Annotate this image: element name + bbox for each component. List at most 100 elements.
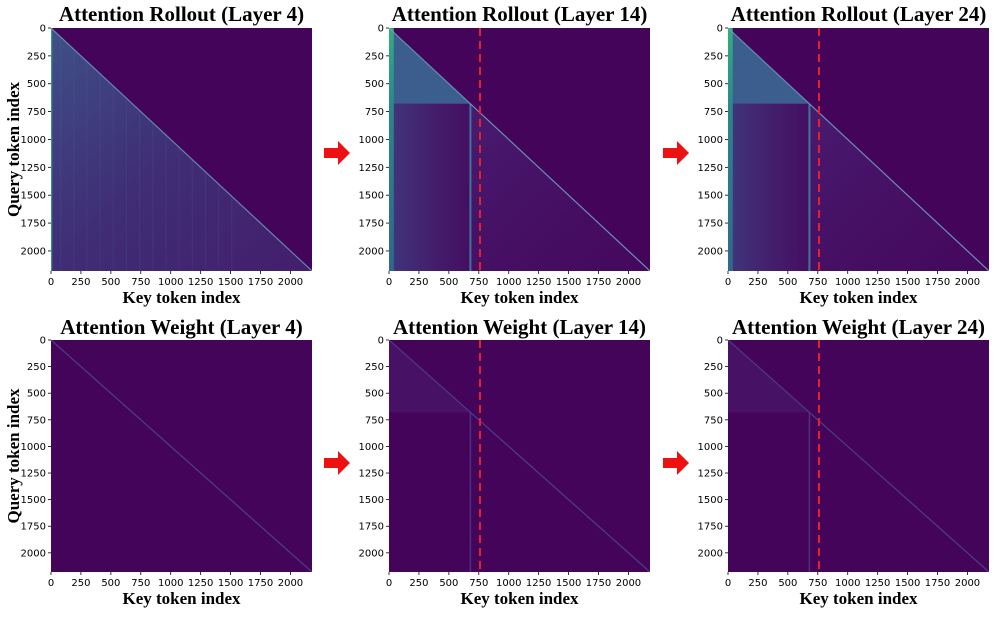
y-tick-label: 1000 xyxy=(21,442,46,453)
x-tick-label: 1000 xyxy=(835,277,860,288)
arrow-row2-a xyxy=(324,451,350,475)
y-tick-label: 500 xyxy=(365,389,384,400)
panel-1: Attention Rollout (Layer 4) 0 250 500 750 100… xyxy=(4,2,312,307)
sink-columns xyxy=(728,28,733,271)
y-tick-label: 1500 xyxy=(21,191,46,202)
panel-3: Attention Rollout (Layer 24) 0 250 500 750 10… xyxy=(698,2,989,307)
panel-5: Attention Weight (Layer 14) 0 250 500 750 100… xyxy=(359,315,650,608)
heatmap-cells xyxy=(728,340,989,572)
y-tick-label: 1750 xyxy=(21,219,46,230)
panel-title: Attention Weight (Layer 4) xyxy=(60,315,302,339)
y-tick-label: 1500 xyxy=(359,191,384,202)
x-tick-label: 2000 xyxy=(278,277,303,288)
x-tick-label: 1000 xyxy=(496,277,521,288)
x-tick-label: 0 xyxy=(386,277,392,288)
y-tick-label: 1000 xyxy=(359,442,384,453)
y-tick-label: 250 xyxy=(365,51,384,62)
y-tick-label: 500 xyxy=(27,79,46,90)
y-tick-label: 1750 xyxy=(359,522,384,533)
main-diagonal xyxy=(389,340,650,572)
arrow-row1-a xyxy=(324,141,350,165)
x-axis-label: Key token index xyxy=(122,589,241,608)
image-column-region xyxy=(728,103,810,271)
sink-columns xyxy=(389,28,394,271)
x-tick-label: 500 xyxy=(439,277,458,288)
x-tick-label: 2000 xyxy=(616,578,641,589)
x-tick-label: 0 xyxy=(48,578,54,589)
x-tick-label: 1000 xyxy=(496,578,521,589)
y-tick-label: 1750 xyxy=(698,522,723,533)
x-tick-label: 750 xyxy=(469,277,488,288)
y-tick-label: 250 xyxy=(27,362,46,373)
panel-4: Attention Weight (Layer 4) 0 250 500 750 1000… xyxy=(4,315,312,608)
y-tick-label: 2000 xyxy=(21,246,46,257)
x-tick-label: 0 xyxy=(725,277,731,288)
y-tick-label: 1750 xyxy=(21,522,46,533)
main-diagonal xyxy=(51,340,312,572)
x-tick-label: 2000 xyxy=(955,578,980,589)
y-tick-label: 250 xyxy=(27,51,46,62)
x-tick-label: 1250 xyxy=(865,578,890,589)
panel-6: Attention Weight (Layer 24) 0 250 500 750 100… xyxy=(698,315,989,608)
main-diagonal xyxy=(728,340,989,572)
y-tick-label: 250 xyxy=(704,362,723,373)
x-tick-label: 1500 xyxy=(556,277,581,288)
x-tick-label: 1000 xyxy=(835,578,860,589)
y-tick-label: 750 xyxy=(27,415,46,426)
y-tick-label: 750 xyxy=(704,415,723,426)
main-diagonal xyxy=(389,28,650,271)
y-tick-label: 750 xyxy=(365,107,384,118)
x-tick-label: 750 xyxy=(808,277,827,288)
image-block xyxy=(728,340,810,413)
y-tick-label: 1250 xyxy=(359,163,384,174)
y-tick-label: 1750 xyxy=(698,219,723,230)
y-tick-label: 0 xyxy=(717,336,723,347)
x-tick-label: 500 xyxy=(101,277,120,288)
y-tick-label: 500 xyxy=(27,389,46,400)
y-tick-label: 1250 xyxy=(359,469,384,480)
x-axis-label: Key token index xyxy=(799,589,918,608)
y-tick-label: 750 xyxy=(27,107,46,118)
y-tick-label: 1000 xyxy=(359,135,384,146)
x-tick-label: 1000 xyxy=(158,578,183,589)
x-tick-label: 1500 xyxy=(895,277,920,288)
panel-title: Attention Weight (Layer 24) xyxy=(732,315,985,339)
y-tick-label: 2000 xyxy=(21,548,46,559)
x-tick-label: 750 xyxy=(131,277,150,288)
x-tick-label: 1750 xyxy=(586,277,611,288)
x-tick-label: 750 xyxy=(131,578,150,589)
x-tick-label: 250 xyxy=(409,578,428,589)
x-tick-label: 0 xyxy=(48,277,54,288)
x-tick-label: 500 xyxy=(778,578,797,589)
y-tick-label: 250 xyxy=(704,51,723,62)
x-tick-label: 250 xyxy=(409,277,428,288)
y-tick-label: 250 xyxy=(365,362,384,373)
arrow-row2-b xyxy=(663,451,689,475)
y-tick-label: 1750 xyxy=(359,219,384,230)
y-tick-label: 500 xyxy=(704,389,723,400)
y-tick-label: 750 xyxy=(365,415,384,426)
y-tick-label: 0 xyxy=(40,336,46,347)
y-tick-label: 1250 xyxy=(21,469,46,480)
main-diagonal xyxy=(51,28,312,271)
x-axis-label: Key token index xyxy=(460,288,579,307)
y-tick-label: 1000 xyxy=(698,442,723,453)
x-tick-label: 1250 xyxy=(188,277,213,288)
heatmap-cells xyxy=(389,28,650,271)
x-tick-label: 500 xyxy=(778,277,797,288)
main-diagonal xyxy=(728,28,989,271)
heatmap-cells xyxy=(728,28,989,271)
x-tick-label: 1250 xyxy=(526,578,551,589)
x-tick-label: 1250 xyxy=(188,578,213,589)
y-tick-label: 2000 xyxy=(359,548,384,559)
x-tick-label: 1000 xyxy=(158,277,183,288)
y-tick-label: 0 xyxy=(40,24,46,35)
y-tick-label: 0 xyxy=(378,336,384,347)
y-tick-label: 500 xyxy=(704,79,723,90)
x-tick-label: 1750 xyxy=(925,277,950,288)
y-tick-label: 1000 xyxy=(21,135,46,146)
y-tick-label: 750 xyxy=(704,107,723,118)
x-axis-label: Key token index xyxy=(799,288,918,307)
x-tick-label: 1500 xyxy=(895,578,920,589)
